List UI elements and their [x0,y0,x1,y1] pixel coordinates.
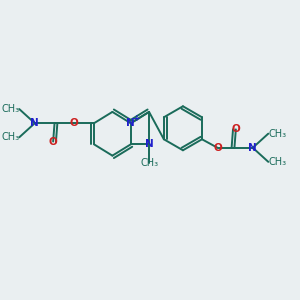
Text: CH₃: CH₃ [140,158,158,168]
Text: CH₃: CH₃ [1,104,19,114]
Text: O: O [213,143,222,153]
Text: O: O [49,136,58,146]
Text: N: N [145,140,153,149]
Text: CH₃: CH₃ [268,157,286,167]
Text: CH₃: CH₃ [268,129,286,139]
Text: N: N [30,118,39,128]
Text: +: + [133,115,141,124]
Text: O: O [70,118,79,128]
Text: CH₃: CH₃ [1,132,19,142]
Text: N: N [248,143,257,153]
Text: O: O [232,124,240,134]
Text: N: N [126,118,135,128]
